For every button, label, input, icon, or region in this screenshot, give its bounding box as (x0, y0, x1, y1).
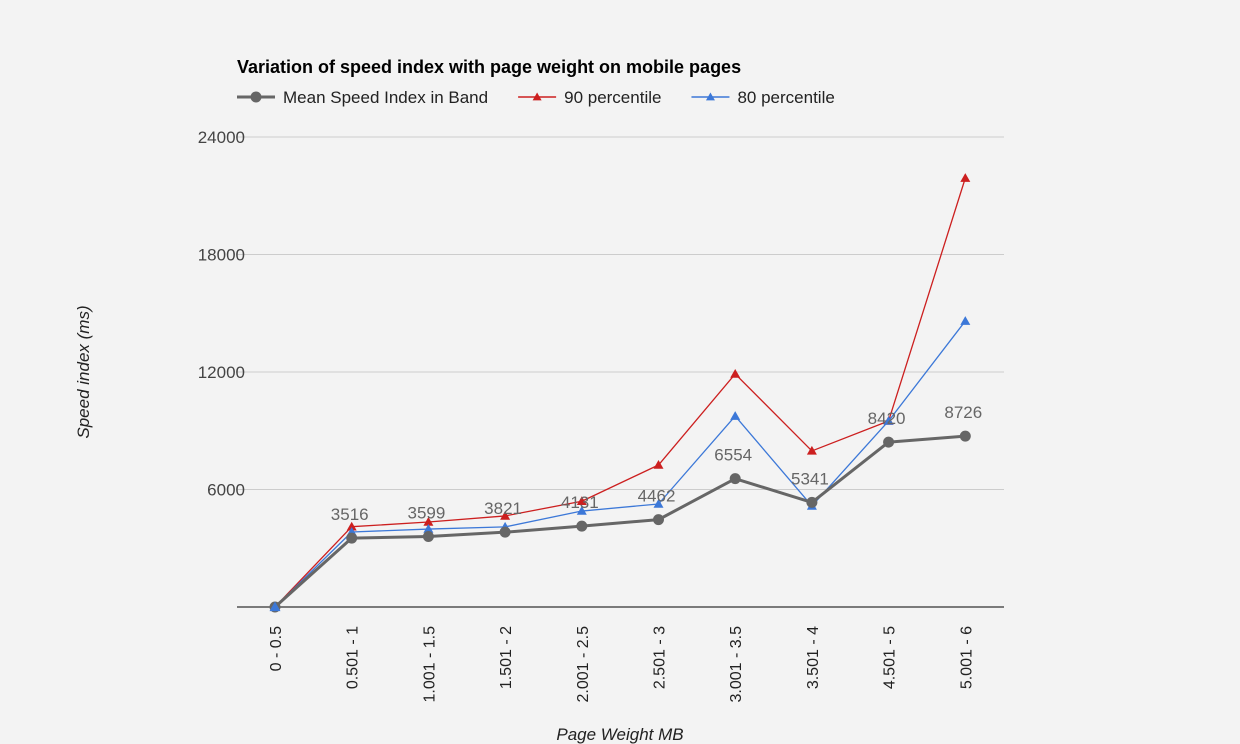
series-line (274, 320, 966, 608)
data-point (959, 430, 971, 442)
data-point (960, 316, 971, 325)
x-tick-label: 0 - 0.5 (268, 626, 285, 671)
data-point (346, 532, 358, 544)
data-label: 4462 (638, 487, 676, 506)
x-tick-label: 2.001 - 2.5 (575, 626, 592, 703)
data-point (653, 498, 664, 508)
data-point (346, 521, 357, 531)
data-point (730, 368, 741, 378)
data-point (653, 460, 664, 469)
x-tick-label: 1.501 - 2 (498, 626, 515, 689)
data-label: 3516 (331, 505, 369, 524)
data-point (269, 601, 281, 612)
x-tick-label: 1.001 - 1.5 (421, 626, 438, 703)
legend: Mean Speed Index in Band 90 percentile 80 … (237, 88, 835, 107)
y-axis-title: Speed index (ms) (74, 305, 93, 438)
x-tick-label: 3.001 - 3.5 (728, 626, 745, 703)
y-tick-label: 6000 (207, 481, 245, 500)
legend-marker (250, 91, 262, 103)
data-point (423, 517, 434, 526)
data-point (499, 526, 511, 538)
y-tick-label: 12000 (198, 363, 245, 382)
data-point (576, 506, 587, 515)
data-point (883, 436, 895, 448)
data-label: 3599 (407, 504, 445, 523)
legend-marker (705, 92, 715, 101)
series-line (274, 177, 966, 608)
data-point (806, 496, 818, 508)
data-point (422, 531, 434, 543)
series-group (269, 173, 971, 613)
x-axis-title: Page Weight MB (556, 725, 683, 744)
x-tick-label: 5.001 - 6 (958, 626, 975, 689)
data-point (730, 411, 741, 420)
series-80-percentile (270, 316, 971, 611)
legend-label: 80 percentile (737, 88, 834, 107)
x-axis-ticks: 0 - 0.5 0.501 - 1 1.001 - 1.5 1.501 - 2 2.00… (268, 626, 975, 703)
legend-label: Mean Speed Index in Band (283, 88, 488, 107)
x-tick-label: 4.501 - 5 (882, 626, 899, 689)
legend-item: 90 percentile (518, 88, 661, 107)
y-tick-label: 24000 (198, 128, 245, 147)
legend-item: Mean Speed Index in Band (237, 88, 488, 107)
x-tick-label: 2.501 - 3 (652, 626, 669, 689)
data-label: 8726 (944, 403, 982, 422)
data-point (883, 415, 894, 425)
gridlines (237, 136, 1004, 608)
x-tick-label: 0.501 - 1 (345, 626, 362, 689)
data-point (960, 173, 971, 182)
data-point (729, 473, 741, 485)
series-line (273, 434, 966, 609)
data-label: 8420 (868, 409, 906, 428)
data-label: 6554 (714, 446, 752, 465)
series-90-percentile (270, 173, 971, 611)
y-axis-ticks: 6000 12000 18000 24000 (198, 128, 245, 500)
data-label: 4131 (561, 493, 599, 512)
data-label: 3821 (484, 499, 522, 518)
legend-item: 80 percentile (691, 88, 835, 107)
chart-title: Variation of speed index with page weigh… (237, 57, 741, 77)
data-point (423, 524, 434, 533)
data-labels: 3516 3599 3821 4131 4462 6554 5341 8420 8726 (331, 403, 982, 524)
data-point (576, 496, 587, 505)
data-point (500, 510, 511, 520)
legend-label: 90 percentile (564, 88, 661, 107)
legend-marker (532, 92, 542, 101)
y-tick-label: 18000 (198, 246, 245, 265)
data-point (576, 520, 588, 532)
series-mean-speed-index-in-band (269, 430, 971, 613)
data-label: 5341 (791, 469, 829, 488)
data-point (653, 514, 664, 526)
data-point (806, 445, 817, 455)
x-tick-label: 3.501 - 4 (805, 626, 822, 689)
